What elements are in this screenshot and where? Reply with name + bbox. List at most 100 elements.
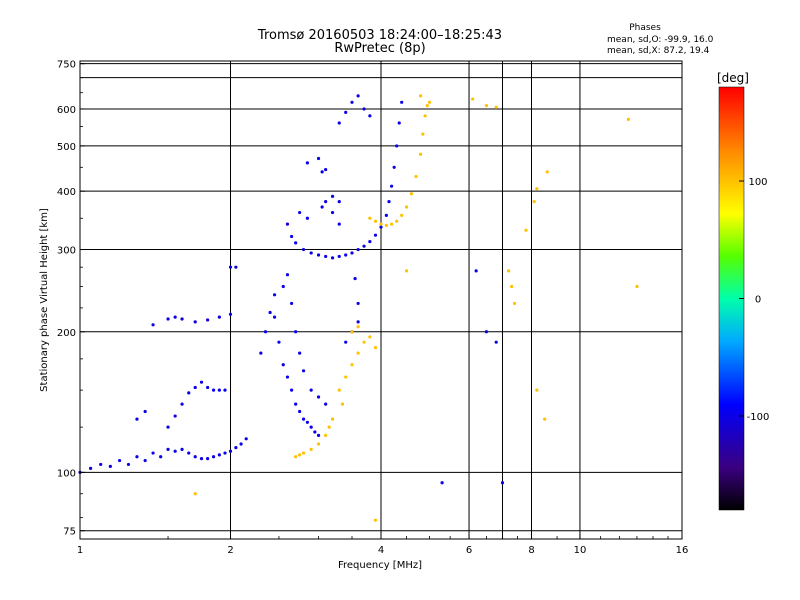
point-o-mode xyxy=(290,234,294,239)
stats-x-mode: mean, sd,X: 87.2, 19.4 xyxy=(607,46,710,56)
point-x-mode xyxy=(427,100,432,104)
point-o-mode xyxy=(368,114,372,118)
point-x-mode xyxy=(337,388,341,392)
point-x-mode xyxy=(379,222,383,226)
point-o-mode xyxy=(211,455,216,459)
point-o-mode xyxy=(330,194,335,198)
point-o-mode xyxy=(309,388,313,392)
point-o-mode xyxy=(217,453,221,457)
point-o-mode xyxy=(228,312,233,316)
stats-o-mode: mean, sd,O: -99.9, 16.0 xyxy=(607,35,714,45)
point-x-mode xyxy=(193,492,197,496)
point-o-mode xyxy=(309,251,313,255)
point-o-mode xyxy=(199,457,204,461)
point-o-mode xyxy=(301,369,306,373)
point-x-mode xyxy=(395,219,399,223)
point-o-mode xyxy=(324,402,328,406)
point-o-mode xyxy=(285,273,290,277)
x-tick-label: 16 xyxy=(676,545,689,556)
point-o-mode xyxy=(324,199,328,204)
point-o-mode xyxy=(259,351,263,355)
point-o-mode xyxy=(135,455,139,459)
point-x-mode xyxy=(414,174,418,179)
point-o-mode xyxy=(305,216,309,220)
point-o-mode xyxy=(301,247,306,252)
point-o-mode xyxy=(228,449,233,453)
point-x-mode xyxy=(535,187,539,191)
point-o-mode xyxy=(356,320,360,324)
point-o-mode xyxy=(397,121,401,125)
point-o-mode xyxy=(263,330,268,334)
point-x-mode xyxy=(373,518,378,522)
y-tick-label: 600 xyxy=(57,105,76,116)
point-o-mode xyxy=(337,199,341,204)
x-axis-label: Frequency [MHz] xyxy=(338,560,422,571)
point-o-mode xyxy=(387,199,391,204)
data-points xyxy=(78,94,639,522)
point-x-mode xyxy=(373,219,378,223)
chart-title: Tromsø 20160503 18:24:00–18:25:43 xyxy=(257,28,502,43)
point-o-mode xyxy=(180,402,184,406)
point-o-mode xyxy=(193,320,197,324)
point-x-mode xyxy=(524,228,528,232)
point-o-mode xyxy=(151,451,155,455)
colorbar-tick-label: -100 xyxy=(747,412,770,423)
x-tick-label: 6 xyxy=(466,545,472,556)
point-o-mode xyxy=(223,451,227,455)
point-o-mode xyxy=(320,205,324,209)
point-o-mode xyxy=(400,100,404,104)
point-x-mode xyxy=(532,199,536,204)
point-o-mode xyxy=(206,385,210,390)
point-o-mode xyxy=(324,167,328,172)
point-x-mode xyxy=(543,417,547,421)
x-tick-label: 2 xyxy=(227,545,233,556)
point-o-mode xyxy=(305,161,309,165)
point-o-mode xyxy=(143,409,147,414)
point-o-mode xyxy=(362,244,366,248)
point-o-mode xyxy=(290,301,294,306)
point-x-mode xyxy=(368,216,372,220)
chart-subtitle: RwPretec (8p) xyxy=(334,41,425,56)
point-o-mode xyxy=(294,241,298,245)
point-o-mode xyxy=(337,121,341,125)
point-o-mode xyxy=(362,107,366,111)
x-tick-label: 1 xyxy=(77,545,83,556)
point-x-mode xyxy=(400,213,404,217)
point-o-mode xyxy=(294,402,298,406)
point-o-mode xyxy=(290,388,294,392)
point-o-mode xyxy=(166,317,170,321)
point-o-mode xyxy=(234,445,238,450)
colorbar-tick-label: 100 xyxy=(748,177,767,188)
point-x-mode xyxy=(316,442,321,446)
point-o-mode xyxy=(301,417,306,421)
point-o-mode xyxy=(187,451,191,455)
point-o-mode xyxy=(217,388,221,392)
point-o-mode xyxy=(373,233,378,237)
point-x-mode xyxy=(425,103,429,108)
point-o-mode xyxy=(298,210,302,215)
point-o-mode xyxy=(223,388,227,392)
point-o-mode xyxy=(324,254,328,259)
point-o-mode xyxy=(316,253,321,257)
point-o-mode xyxy=(217,315,221,319)
point-x-mode xyxy=(535,388,539,392)
point-x-mode xyxy=(626,117,631,121)
point-x-mode xyxy=(350,363,354,367)
point-o-mode xyxy=(316,433,321,437)
point-o-mode xyxy=(285,222,290,226)
point-o-mode xyxy=(395,144,399,148)
point-o-mode xyxy=(166,425,170,429)
point-o-mode xyxy=(379,225,383,229)
y-axis-label: Stationary phase Virtual Height [km] xyxy=(39,208,50,392)
point-x-mode xyxy=(404,205,409,209)
point-x-mode xyxy=(635,284,639,289)
point-x-mode xyxy=(421,132,425,136)
point-x-mode xyxy=(507,269,511,273)
point-o-mode xyxy=(392,165,396,169)
x-tick-label: 8 xyxy=(528,545,534,556)
point-o-mode xyxy=(309,425,313,429)
point-o-mode xyxy=(320,170,324,174)
point-o-mode xyxy=(135,417,139,421)
point-o-mode xyxy=(389,184,394,188)
